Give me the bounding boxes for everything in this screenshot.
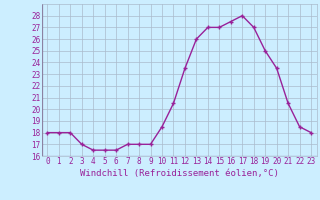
X-axis label: Windchill (Refroidissement éolien,°C): Windchill (Refroidissement éolien,°C): [80, 169, 279, 178]
